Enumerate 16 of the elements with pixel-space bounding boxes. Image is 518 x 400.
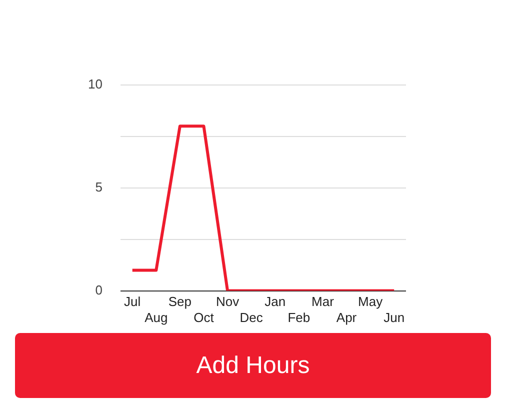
x-tick-label: May — [358, 294, 384, 310]
x-tick-label: Oct — [194, 310, 214, 325]
x-tick-label: Mar — [312, 294, 335, 310]
y-tick-label: 10 — [88, 76, 102, 92]
y-tick-label: 5 — [95, 179, 102, 194]
x-tick-label: Aug — [144, 310, 168, 325]
x-tick-label: Jan — [264, 294, 286, 310]
x-tick-label: Dec — [240, 310, 264, 325]
x-tick-label: Jul — [124, 294, 141, 310]
text: Add Hours — [15, 333, 491, 398]
x-tick-label: Nov — [216, 294, 240, 310]
x-tick-label: Feb — [288, 310, 310, 325]
x-tick-label: Jun — [384, 310, 405, 325]
x-tick-label: Apr — [336, 310, 358, 325]
x-tick-label: Sep — [168, 294, 192, 310]
y-tick-label: 0 — [95, 282, 102, 298]
